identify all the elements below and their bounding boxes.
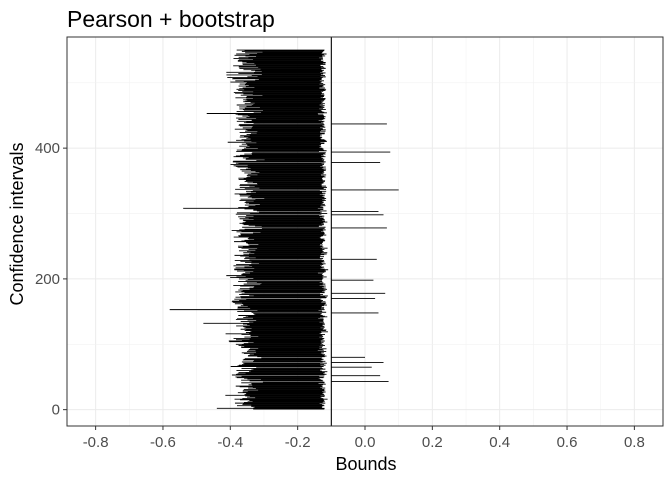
interval-bars: [169, 49, 399, 410]
x-tick-label: -0.8: [83, 434, 109, 451]
y-tick-label: 0: [52, 402, 60, 419]
y-axis: 0 200 400: [35, 140, 67, 419]
x-tick-label: 0.0: [355, 434, 376, 451]
grid: [67, 37, 663, 426]
x-tick-label: -0.4: [217, 434, 243, 451]
x-tick-label: 0.8: [624, 434, 645, 451]
y-tick-label: 400: [35, 140, 60, 157]
y-tick-label: 200: [35, 271, 60, 288]
x-tick-label: 0.2: [422, 434, 443, 451]
x-tick-label: 0.4: [489, 434, 510, 451]
x-axis-label: Bounds: [335, 454, 396, 474]
y-axis-label: Confidence intervals: [7, 142, 27, 305]
x-axis: -0.8 -0.6 -0.4 -0.2 0.0 0.2 0.4 0.6 0.8: [83, 426, 645, 451]
x-tick-label: 0.6: [557, 434, 578, 451]
chart-title: Pearson + bootstrap: [67, 6, 275, 32]
x-tick-label: -0.6: [150, 434, 176, 451]
x-tick-label: -0.2: [285, 434, 311, 451]
